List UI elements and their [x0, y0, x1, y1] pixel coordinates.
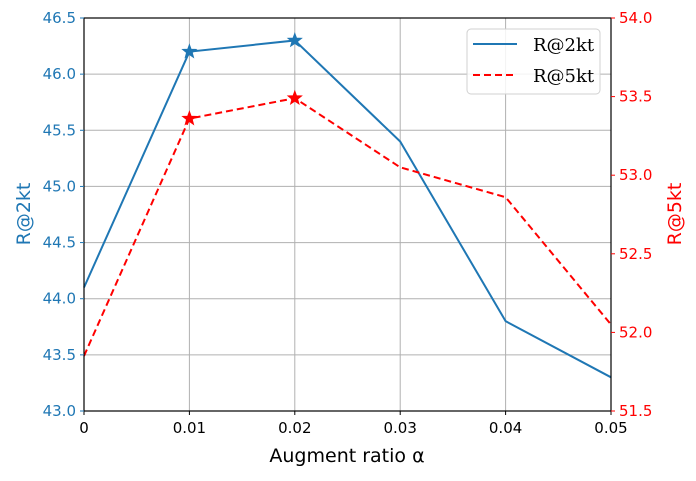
y-tick-label-right: 52.5	[619, 245, 652, 263]
legend-label-r2kt: R@2kt	[533, 35, 595, 56]
x-tick-label: 0.05	[594, 419, 627, 437]
series-line-r-at-2kt	[83, 39, 612, 379]
y-axis-label-right: R@5kt	[664, 183, 686, 246]
y-tick-label-right: 53.5	[619, 88, 652, 106]
legend-label-r5kt: R@5kt	[533, 66, 595, 87]
series-lines	[83, 32, 612, 379]
x-tick-label: 0.04	[489, 419, 522, 437]
x-tick-label: 0	[79, 419, 89, 437]
plot-frame	[83, 17, 612, 412]
y-axis-label-left: R@2kt	[13, 183, 35, 246]
y-tick-label-left: 44.5	[43, 234, 76, 252]
legend: R@2kt R@5kt	[466, 28, 601, 95]
y-tick-label-left: 44.0	[43, 290, 76, 308]
y-tick-label-left: 46.0	[43, 65, 76, 83]
star-marker-icon	[181, 110, 198, 126]
star-marker-icon	[286, 89, 303, 105]
x-axis-label: Augment ratio α	[269, 445, 424, 467]
y-tick-label-left: 43.5	[43, 346, 76, 364]
y-tick-label-right: 53.0	[619, 166, 652, 184]
y-tick-label-left: 43.0	[43, 402, 76, 420]
y-tick-label-right: 51.5	[619, 402, 652, 420]
y-tick-label-right: 54.0	[619, 9, 652, 27]
star-marker-icon	[286, 32, 303, 48]
axis-ticks: 0 0.01 0.02 0.03 0.04 0.05 43.0 43.5 44.0 44.5 45.…	[43, 9, 653, 437]
y-tick-label-left: 45.5	[43, 121, 76, 139]
y-tick-label-left: 46.5	[43, 9, 76, 27]
x-tick-label: 0.03	[383, 419, 416, 437]
y-tick-label-left: 45.0	[43, 177, 76, 195]
x-tick-label: 0.01	[173, 419, 206, 437]
y-tick-label-right: 52.0	[619, 323, 652, 341]
x-tick-label: 0.02	[278, 419, 311, 437]
star-marker-icon	[181, 43, 198, 59]
series-line-r-at-5kt	[83, 97, 612, 357]
